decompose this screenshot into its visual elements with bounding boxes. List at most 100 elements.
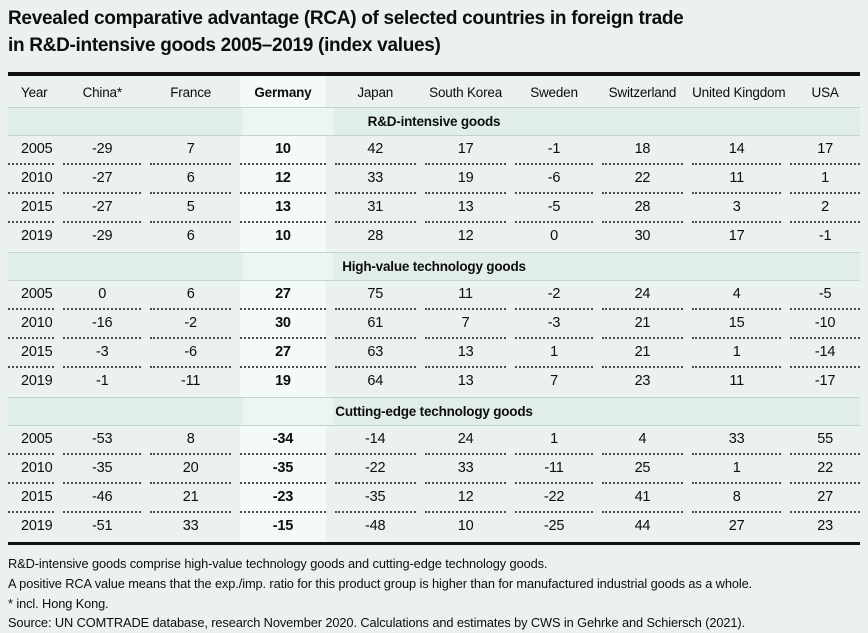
value-cell: 13 bbox=[457, 372, 474, 389]
value-cell: 3 bbox=[692, 194, 782, 223]
value-cell: 33 bbox=[424, 455, 507, 484]
value-cell: -51 bbox=[92, 517, 113, 534]
header-row: Year China* France Germany Japan South Korea S… bbox=[8, 75, 860, 107]
value-cell: 15 bbox=[692, 310, 782, 339]
value-cell: -25 bbox=[543, 517, 565, 534]
data-row: 2019 -51 33 -15 -48 10 -25 44 27 23 bbox=[8, 512, 860, 542]
value-cell: 7 bbox=[424, 310, 507, 339]
value-cell: -1 bbox=[515, 136, 593, 165]
value-cell: -27 bbox=[63, 194, 141, 223]
rca-table: Year China* France Germany Japan South Korea S… bbox=[8, 75, 860, 542]
footnote-explanation: A positive RCA value means that the exp.… bbox=[8, 575, 753, 591]
column-header-usa: USA bbox=[811, 84, 839, 100]
value-cell: -35 bbox=[334, 484, 416, 513]
value-cell: 17 bbox=[424, 136, 507, 165]
value-cell: 61 bbox=[334, 310, 416, 339]
value-cell: -6 bbox=[149, 339, 232, 368]
data-row: 2005 -29 7 10 42 17 -1 18 14 17 bbox=[8, 135, 860, 165]
value-cell: 2 bbox=[790, 194, 860, 223]
value-cell: 23 bbox=[634, 372, 651, 389]
value-cell: 41 bbox=[601, 484, 684, 513]
value-cell: 1 bbox=[515, 426, 593, 455]
value-cell: -11 bbox=[181, 372, 201, 389]
data-row: 2015 -46 21 -23 -35 12 -22 41 8 27 bbox=[8, 483, 860, 513]
value-cell: -16 bbox=[63, 310, 141, 339]
value-cell: -46 bbox=[63, 484, 141, 513]
column-header-japan: Japan bbox=[357, 84, 394, 100]
value-cell: 6 bbox=[186, 227, 195, 244]
value-cell: 33 bbox=[692, 426, 782, 455]
footnote-asterisk: * incl. Hong Kong. bbox=[8, 595, 109, 611]
data-row: 2005 0 6 27 75 11 -2 24 4 -5 bbox=[8, 280, 860, 310]
data-row: 2005 -53 8 -34 -14 24 1 4 33 55 bbox=[8, 425, 860, 455]
value-cell: 21 bbox=[601, 310, 684, 339]
figure-title-line1: Revealed comparative advantage (RCA) of … bbox=[8, 8, 684, 29]
value-cell: -11 bbox=[515, 455, 593, 484]
figure-title: Revealed comparative advantage (RCA) of … bbox=[8, 6, 860, 60]
value-cell: 23 bbox=[817, 517, 833, 534]
value-cell: 17 bbox=[790, 136, 860, 165]
value-cell: 19 bbox=[424, 165, 507, 194]
value-cell: -15 bbox=[240, 512, 326, 542]
value-cell: 27 bbox=[790, 484, 860, 513]
value-cell: 75 bbox=[334, 281, 416, 310]
year-cell: 2019 bbox=[21, 372, 53, 389]
value-cell: -48 bbox=[365, 517, 386, 534]
year-cell: 2019 bbox=[21, 517, 53, 534]
value-cell: 0 bbox=[550, 227, 558, 244]
column-header-germany: Germany bbox=[240, 75, 326, 107]
section-band: High-value technology goods bbox=[8, 251, 860, 281]
value-cell: 6 bbox=[149, 165, 232, 194]
year-cell: 2015 bbox=[8, 194, 55, 223]
value-cell: 22 bbox=[601, 165, 684, 194]
figure-title-line2: in R&D-intensive goods 2005–2019 (index … bbox=[8, 34, 441, 56]
rca-table-wrap: Year China* France Germany Japan South Korea S… bbox=[8, 75, 860, 542]
value-cell: 7 bbox=[149, 136, 232, 165]
value-cell: -5 bbox=[515, 194, 593, 223]
value-cell: 1 bbox=[515, 339, 593, 368]
value-cell: 12 bbox=[457, 227, 474, 244]
value-cell: 11 bbox=[692, 165, 782, 194]
value-cell: 13 bbox=[240, 193, 326, 223]
year-cell: 2010 bbox=[8, 165, 55, 194]
value-cell: -5 bbox=[790, 281, 860, 310]
value-cell: -23 bbox=[240, 483, 326, 513]
value-cell: 44 bbox=[634, 517, 651, 534]
year-cell: 2015 bbox=[8, 339, 55, 368]
value-cell: -35 bbox=[63, 455, 141, 484]
value-cell: 21 bbox=[149, 484, 232, 513]
value-cell: 27 bbox=[728, 517, 745, 534]
value-cell: 13 bbox=[424, 339, 507, 368]
value-cell: 17 bbox=[728, 227, 745, 244]
value-cell: 63 bbox=[334, 339, 416, 368]
value-cell: 42 bbox=[334, 136, 416, 165]
value-cell: 28 bbox=[367, 227, 384, 244]
data-row: 2010 -16 -2 30 61 7 -3 21 15 -10 bbox=[8, 309, 860, 339]
year-cell: 2015 bbox=[8, 484, 55, 513]
year-cell: 2010 bbox=[8, 455, 55, 484]
value-cell: 6 bbox=[149, 281, 232, 310]
value-cell: -14 bbox=[334, 426, 416, 455]
value-cell: -6 bbox=[515, 165, 593, 194]
value-cell: 10 bbox=[457, 517, 474, 534]
value-cell: 27 bbox=[240, 280, 326, 310]
value-cell: -29 bbox=[63, 136, 141, 165]
value-cell: 33 bbox=[182, 517, 199, 534]
value-cell: 55 bbox=[790, 426, 860, 455]
column-header-switzerland: Switzerland bbox=[608, 84, 677, 100]
data-row: 2015 -3 -6 27 63 13 1 21 1 -14 bbox=[8, 338, 860, 368]
value-cell: 18 bbox=[601, 136, 684, 165]
value-cell: 25 bbox=[601, 455, 684, 484]
value-cell: 19 bbox=[240, 367, 326, 397]
footnote-definition: R&D-intensive goods comprise high-value … bbox=[8, 555, 548, 571]
value-cell: -2 bbox=[515, 281, 593, 310]
value-cell: -29 bbox=[92, 227, 113, 244]
value-cell: 4 bbox=[601, 426, 684, 455]
value-cell: 33 bbox=[334, 165, 416, 194]
data-row: 2015 -27 5 13 31 13 -5 28 3 2 bbox=[8, 193, 860, 223]
value-cell: 27 bbox=[240, 338, 326, 368]
value-cell: -22 bbox=[515, 484, 593, 513]
year-cell: 2010 bbox=[8, 310, 55, 339]
value-cell: 64 bbox=[367, 372, 384, 389]
source-line: Source: UN COMTRADE database, research N… bbox=[8, 615, 746, 631]
